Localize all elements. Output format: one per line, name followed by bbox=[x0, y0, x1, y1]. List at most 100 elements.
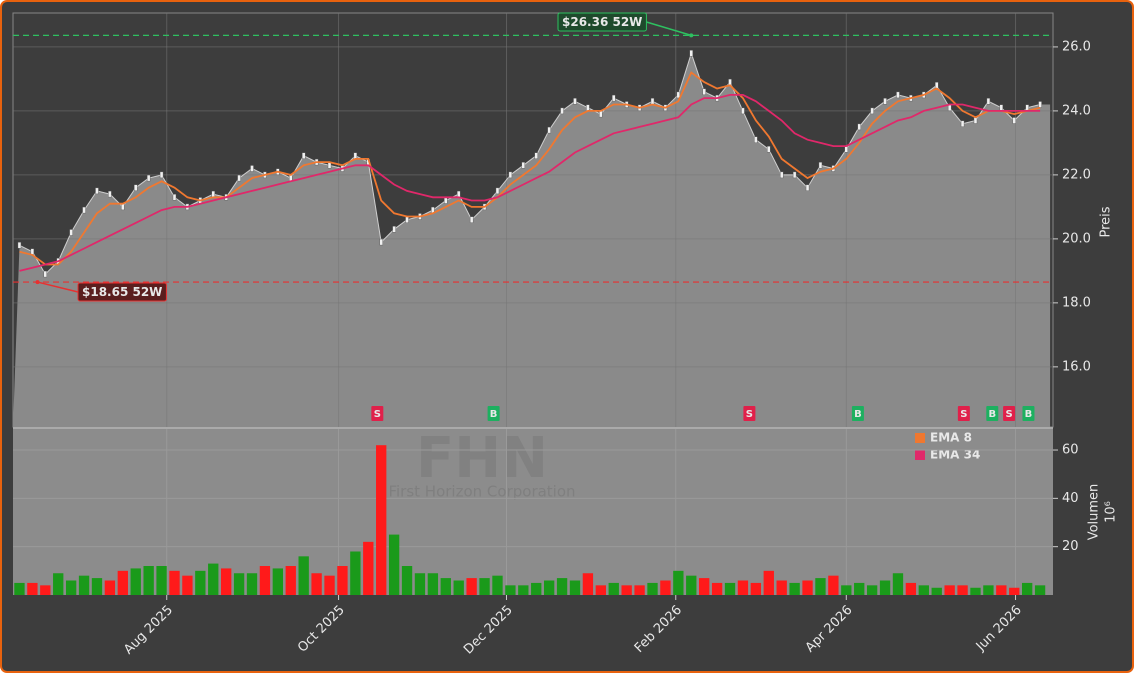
volume-bar bbox=[298, 556, 309, 595]
signal-marker bbox=[743, 406, 756, 421]
close-mark bbox=[728, 78, 732, 86]
signal-label: S bbox=[374, 409, 381, 420]
watermark-company: First Horizon Corporation bbox=[388, 483, 575, 501]
close-mark bbox=[301, 152, 306, 159]
volume-panel bbox=[13, 429, 1053, 595]
volume-bar bbox=[182, 575, 193, 595]
volume-bar bbox=[634, 585, 645, 595]
volume-bar bbox=[699, 578, 710, 595]
close-mark bbox=[405, 216, 409, 223]
volume-bar bbox=[866, 585, 878, 595]
close-mark bbox=[237, 174, 241, 182]
volume-bar bbox=[789, 582, 800, 595]
close-mark bbox=[676, 91, 681, 99]
close-mark bbox=[805, 184, 810, 191]
volume-bar bbox=[828, 575, 839, 595]
close-mark bbox=[521, 162, 526, 169]
close-mark bbox=[1012, 117, 1016, 124]
close-mark bbox=[69, 229, 73, 236]
signal-label: B bbox=[490, 409, 498, 420]
volume-bar bbox=[337, 566, 348, 595]
volume-bar bbox=[169, 570, 180, 595]
close-mark bbox=[792, 171, 797, 179]
volume-bar bbox=[78, 575, 90, 595]
volume-bar bbox=[918, 585, 929, 595]
volume-bar bbox=[802, 580, 813, 595]
signal-label: S bbox=[746, 409, 753, 420]
volume-bar bbox=[543, 580, 555, 595]
volume-bar bbox=[440, 578, 451, 595]
close-mark bbox=[973, 117, 978, 124]
volume-bar bbox=[376, 445, 387, 595]
volume-bar bbox=[143, 566, 154, 595]
volume-bar bbox=[195, 570, 206, 595]
volume-bar bbox=[492, 575, 503, 595]
signal-label: B bbox=[1025, 409, 1033, 420]
volume-bar bbox=[130, 568, 141, 595]
volume-bar bbox=[673, 570, 684, 595]
close-mark bbox=[392, 226, 396, 233]
y-tick-label: 22.0 bbox=[1062, 167, 1091, 182]
signal-marker bbox=[487, 406, 500, 421]
legend-swatch bbox=[915, 450, 925, 460]
volume-bar bbox=[401, 566, 413, 595]
volume-bar bbox=[505, 585, 516, 595]
legend-label: EMA 34 bbox=[930, 448, 980, 462]
volume-bar bbox=[983, 585, 994, 595]
volume-bar bbox=[750, 582, 762, 595]
close-mark bbox=[741, 107, 745, 115]
y-tick-label: 20.0 bbox=[1062, 231, 1091, 246]
price-area bbox=[13, 53, 1051, 428]
watermark-ticker: FHN bbox=[416, 426, 548, 491]
volume-bar bbox=[944, 585, 955, 595]
close-mark bbox=[495, 187, 500, 195]
volume-bar bbox=[569, 580, 581, 595]
close-mark bbox=[689, 50, 693, 57]
y-tick-label: 26.0 bbox=[1062, 39, 1091, 54]
volume-bar bbox=[479, 578, 490, 595]
volume-bar bbox=[608, 582, 619, 595]
volume-bar bbox=[246, 573, 258, 595]
close-mark bbox=[986, 98, 991, 105]
volume-bar bbox=[40, 585, 51, 595]
close-mark bbox=[134, 184, 138, 191]
volume-bar bbox=[905, 582, 917, 595]
volume-bar bbox=[104, 580, 116, 595]
legend-swatch bbox=[915, 433, 925, 443]
close-mark bbox=[172, 194, 177, 201]
volume-bar bbox=[970, 587, 981, 595]
y-tick-label: 20 bbox=[1062, 539, 1079, 554]
y-tick-label: 60 bbox=[1062, 443, 1079, 458]
close-mark bbox=[844, 146, 848, 153]
close-mark bbox=[353, 152, 358, 159]
volume-bar bbox=[272, 568, 284, 595]
close-mark bbox=[857, 123, 861, 131]
signal-marker bbox=[371, 406, 384, 421]
volume-bar bbox=[259, 566, 271, 595]
signal-marker bbox=[851, 406, 864, 421]
volume-bar bbox=[1034, 585, 1046, 595]
volume-bar bbox=[776, 580, 787, 595]
close-mark bbox=[534, 152, 538, 159]
y-tick-label: 24.0 bbox=[1062, 103, 1091, 118]
signal-label: B bbox=[854, 409, 862, 420]
volume-bar bbox=[582, 573, 594, 595]
close-mark bbox=[960, 120, 965, 127]
volume-bar bbox=[285, 566, 296, 595]
close-mark bbox=[457, 190, 461, 198]
y-tick-label: 40 bbox=[1062, 491, 1079, 506]
close-mark bbox=[573, 98, 577, 105]
close-mark bbox=[547, 126, 551, 134]
volume-bar bbox=[660, 580, 671, 595]
close-mark bbox=[95, 187, 99, 195]
volume-axis-label: Volumen bbox=[1087, 484, 1102, 541]
volume-bar bbox=[763, 570, 774, 595]
volume-bar bbox=[53, 573, 64, 595]
volume-bar bbox=[14, 582, 25, 595]
volume-bar bbox=[724, 582, 736, 595]
volume-bar bbox=[466, 578, 477, 595]
volume-bar bbox=[311, 573, 322, 595]
volume-bar bbox=[815, 578, 826, 595]
y-tick-label: 16.0 bbox=[1062, 359, 1091, 374]
close-mark bbox=[1038, 101, 1042, 108]
